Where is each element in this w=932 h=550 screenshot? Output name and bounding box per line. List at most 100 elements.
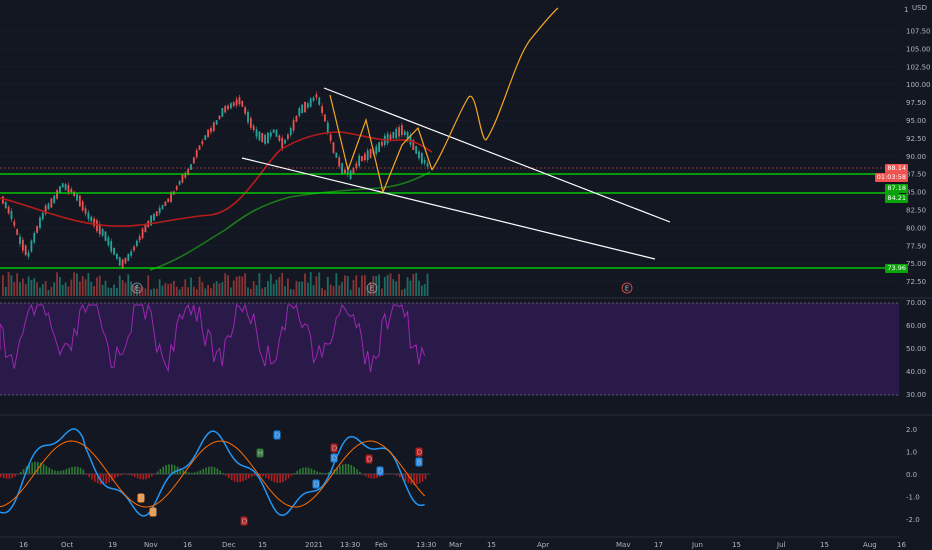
price-tick-label: 87.50 [906,171,926,179]
time-tick-label: 16 [19,541,28,549]
price-axis-top-tick: 1 [904,6,908,14]
level-tag-c: 73.96 [885,264,908,273]
currency-label: USD [912,4,927,12]
svg-text:D: D [332,445,337,453]
svg-text:D: D [417,449,422,457]
price-tick-label: 107.50 [906,28,931,36]
macd-signal-marker[interactable]: D [330,443,338,453]
time-tick-label: 2021 [305,541,323,549]
svg-text:D: D [151,509,156,517]
rsi-pane[interactable]: 70.00 60.00 50.00 40.00 30.00 [0,297,932,399]
orange-zigzag-pattern[interactable] [329,94,433,194]
time-tick-label: Aug [863,541,877,549]
svg-text:B: B [417,459,422,467]
time-tick-label: Oct [61,541,73,549]
macd-line [0,428,425,517]
svg-text:E: E [625,285,629,293]
price-tick-label: 90.00 [906,153,926,161]
price-tick-label: 97.50 [906,99,926,107]
time-tick-label: 17 [654,541,663,549]
rsi-tick-label: 70.00 [906,299,926,307]
rsi-band [0,303,899,395]
countdown-tag: 01:03:58 [874,173,908,182]
macd-signal-marker[interactable]: D [415,447,423,457]
time-tick-label: Mav [616,541,630,549]
time-tick-label: Nov [144,541,158,549]
macd-signal-marker[interactable]: D [365,454,373,464]
price-tick-label: 95.00 [906,117,926,125]
moving-average-red [0,131,433,227]
level-tag-b: 84.21 [885,194,908,203]
rsi-tick-label: 40.00 [906,368,926,376]
time-tick-label: 16 [183,541,192,549]
time-tick-label: 15 [732,541,741,549]
macd-signal-marker[interactable]: D [376,466,384,476]
svg-text:D: D [314,481,319,489]
time-tick-label: Dec [222,541,236,549]
time-tick-label: 15 [258,541,267,549]
macd-signal-marker[interactable]: D [312,479,320,489]
rsi-line [0,303,426,373]
macd-tick-label: -1.0 [906,494,920,502]
channel-lower-trendline[interactable] [241,157,656,260]
price-tick-label: 82.50 [906,207,926,215]
macd-signal-marker[interactable]: B [415,457,423,467]
macd-signal-marker[interactable]: D [149,507,157,517]
svg-text:E: E [370,285,374,293]
time-tick-label: 19 [108,541,117,549]
svg-text:D: D [139,495,144,503]
level-tag-a: 87.18 [885,184,908,193]
macd-signal-marker[interactable]: H [256,448,264,458]
time-tick-label: 15 [820,541,829,549]
time-tick-label: Jul [776,541,786,549]
price-tick-label: 100.00 [906,81,931,89]
candlestick-series [2,91,429,270]
time-tick-label: 13:30 [340,541,360,549]
macd-tick-label: -2.0 [906,516,920,524]
rsi-tick-label: 60.00 [906,322,926,330]
earnings-event-marker[interactable]: E [131,282,143,294]
price-tick-label: 77.50 [906,242,926,250]
price-tick-label: 75.00 [906,260,926,268]
macd-histogram [0,461,427,485]
channel-upper-trendline[interactable] [323,87,671,223]
price-tick-label: 102.50 [906,63,931,71]
svg-text:D: D [367,456,372,464]
price-tick-label: 92.50 [906,135,926,143]
price-tick-label: 105.00 [906,45,931,53]
macd-signal-marker[interactable]: D [137,493,145,503]
time-tick-label: 13:30 [416,541,436,549]
svg-text:H: H [258,450,263,458]
svg-text:E: E [135,285,139,293]
svg-text:D: D [378,468,383,476]
time-tick-label: Apr [537,541,549,549]
time-tick-label: Jun [691,541,703,549]
macd-signal-marker[interactable]: D [273,430,281,440]
macd-tick-label: 2.0 [906,426,917,434]
svg-text:D: D [275,432,280,440]
time-tick-label: Mar [449,541,462,549]
time-tick-label: 16 [897,541,906,549]
price-tick-label: 72.50 [906,278,926,286]
macd-signal-marker[interactable]: D [330,453,338,463]
price-axis[interactable]: USD 1 107.50 105.00 102.50 100.00 97.50 95.00… [899,0,932,550]
macd-tick-label: 0.0 [906,471,917,479]
time-axis[interactable]: 16 Oct 19 Nov 16 Dec 15 2021 13:30 Feb 13:30 Mar 15 A… [0,536,906,549]
macd-signal-marker[interactable]: D [240,516,248,526]
signal-line [0,440,426,508]
last-price-tag: 88.14 [885,164,908,173]
svg-text:D: D [242,518,247,526]
earnings-event-marker[interactable]: E [621,282,633,294]
price-tick-label: 80.00 [906,224,926,232]
orange-projection-path[interactable] [431,7,559,171]
moving-average-green [149,171,431,271]
earnings-event-marker[interactable]: E [366,282,378,294]
rsi-tick-label: 50.00 [906,345,926,353]
time-tick-label: Feb [375,541,388,549]
rsi-tick-label: 30.00 [906,391,926,399]
macd-tick-label: 1.0 [906,449,917,457]
price-tick-label: 85.00 [906,189,926,197]
